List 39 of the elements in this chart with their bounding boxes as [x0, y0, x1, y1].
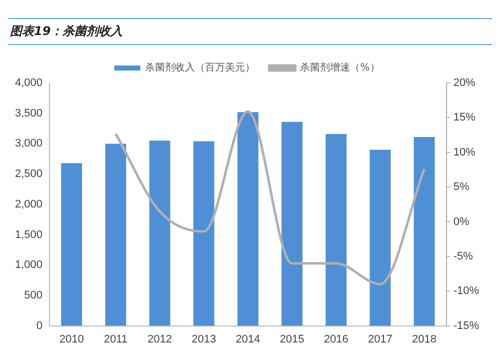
y2-tick-label: 0% [453, 216, 470, 228]
y-tick-label: 4,000 [14, 77, 43, 90]
bar [237, 112, 258, 326]
x-tick-label: 2014 [236, 333, 260, 346]
legend-label: 杀菌剂增速（%） [300, 62, 380, 74]
legend-label: 杀菌剂收入（百万美元） [145, 62, 256, 74]
x-tick-label: 2012 [148, 333, 172, 346]
chart-title: 图表19：杀菌剂收入 [8, 18, 492, 45]
bar [61, 163, 82, 326]
y-tick-label: 2,000 [14, 198, 43, 210]
bar [326, 134, 347, 326]
y-tick-label: 2,500 [14, 168, 43, 180]
y-tick-label: 3,500 [14, 107, 43, 120]
y-tick-label: 3,000 [14, 138, 43, 150]
y2-tick-label: 15% [453, 112, 476, 124]
y2-tick-label: 10% [453, 146, 476, 158]
x-tick-label: 2010 [59, 333, 84, 346]
x-tick-label: 2017 [368, 333, 392, 346]
x-tick-label: 2015 [280, 333, 304, 346]
bar [414, 137, 435, 326]
y2-tick-label: -5% [453, 250, 474, 262]
y-tick-label: 1,000 [14, 259, 43, 272]
bar [370, 150, 391, 326]
x-tick-label: 2011 [104, 333, 128, 346]
y2-tick-label: 20% [453, 77, 476, 90]
y-tick-label: 500 [24, 289, 43, 302]
y2-tick-label: 5% [453, 181, 470, 194]
x-tick-label: 2016 [324, 333, 348, 346]
x-tick-label: 2018 [412, 333, 437, 346]
y-tick-label: 0 [36, 320, 43, 332]
y-tick-label: 1,500 [14, 228, 43, 241]
bar [282, 122, 302, 326]
bar [105, 144, 126, 326]
line-series [114, 110, 426, 286]
bar [193, 141, 214, 326]
bar [149, 140, 170, 326]
x-tick-label: 2013 [192, 333, 216, 346]
y2-tick-label: -15% [453, 320, 480, 332]
y2-tick-label: -10% [453, 285, 480, 298]
